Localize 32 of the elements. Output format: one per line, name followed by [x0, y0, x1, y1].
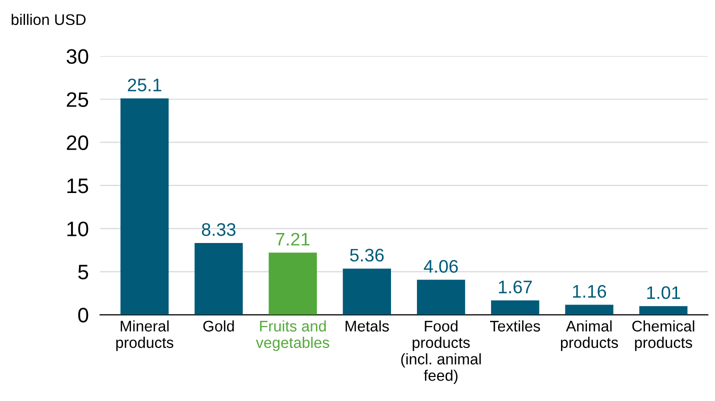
y-tick-label: 30 — [66, 49, 88, 64]
bar — [491, 300, 540, 315]
bar — [342, 268, 392, 315]
y-tick-label: 25 — [66, 92, 88, 107]
bar — [268, 252, 317, 315]
bar — [639, 306, 688, 315]
data-label: 25.1 — [128, 78, 162, 92]
x-tick-label: Animal products — [560, 320, 618, 352]
y-tick-label: 0 — [78, 308, 88, 323]
x-tick-label: Mineral products — [116, 320, 174, 352]
x-tick-label: Chemical products — [632, 320, 694, 352]
data-label: 1.16 — [573, 284, 606, 298]
y-tick-label: 5 — [78, 264, 88, 280]
bar — [120, 98, 169, 315]
x-tick-label: Fruits and vegetables — [256, 320, 330, 352]
data-label: 1.67 — [498, 280, 532, 294]
x-tick-label: Gold — [203, 320, 234, 332]
data-label: 5.36 — [350, 248, 384, 262]
x-tick-label: Textiles — [490, 320, 540, 332]
y-axis-title: billion USD — [12, 14, 86, 26]
y-tick-label: 15 — [67, 178, 88, 194]
x-tick-label: Food products (incl. animal feed) — [401, 320, 481, 384]
data-label: 1.01 — [647, 286, 680, 300]
x-tick-label: Metals — [346, 320, 389, 332]
y-tick-label: 10 — [67, 222, 88, 236]
bar — [416, 280, 466, 315]
data-label: 7.21 — [276, 232, 310, 246]
data-label: 8.33 — [202, 223, 236, 236]
data-label: 4.06 — [424, 260, 458, 273]
bar — [565, 304, 614, 315]
y-tick-label: 20 — [66, 135, 88, 150]
bar — [194, 242, 243, 315]
